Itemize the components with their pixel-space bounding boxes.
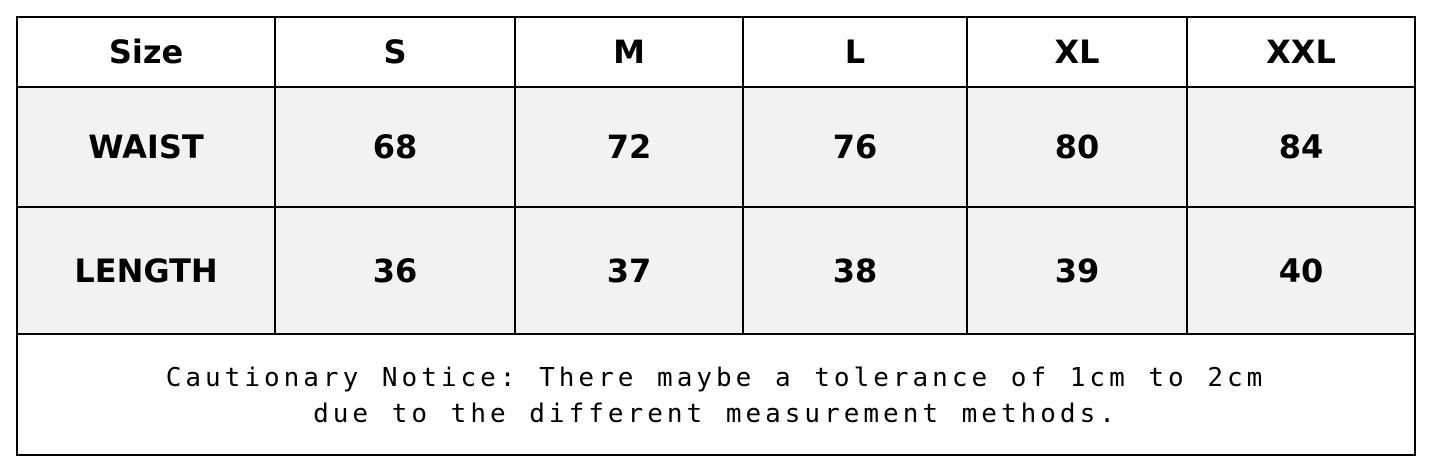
- measurement: 84: [1188, 88, 1414, 208]
- size-header: XL: [968, 18, 1188, 88]
- measurement: 72: [516, 88, 744, 208]
- measurement: 80: [968, 88, 1188, 208]
- measurement: 76: [744, 88, 968, 208]
- size-header: XXL: [1188, 18, 1414, 88]
- size-table: Cautionary Notice: There maybe a toleran…: [16, 16, 1416, 456]
- notice: Cautionary Notice: There maybe a toleran…: [18, 335, 1414, 456]
- row-label: WAIST: [18, 88, 276, 208]
- header-label: Size: [18, 18, 276, 88]
- measurement: 36: [276, 208, 516, 335]
- size-header: S: [276, 18, 516, 88]
- measurement: 38: [744, 208, 968, 335]
- measurement: 37: [516, 208, 744, 335]
- measurement: 40: [1188, 208, 1414, 335]
- notice-line: Cautionary Notice: There maybe a toleran…: [165, 362, 1267, 393]
- size-header: L: [744, 18, 968, 88]
- size-header: M: [516, 18, 744, 88]
- measurement: 39: [968, 208, 1188, 335]
- measurement: 68: [276, 88, 516, 208]
- notice-line: due to the different measurement methods…: [313, 398, 1119, 429]
- row-label: LENGTH: [18, 208, 276, 335]
